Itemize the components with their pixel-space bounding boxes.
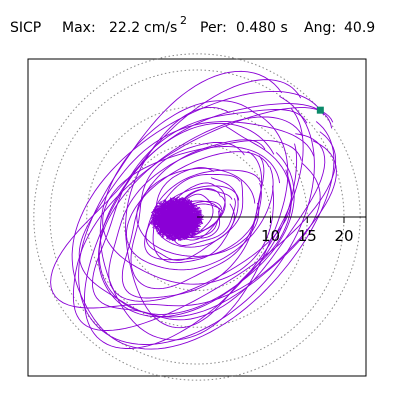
orbit-loop-13 [98, 116, 304, 318]
period-value: 0.480 s [236, 20, 288, 36]
orbit-loop-8 [145, 173, 244, 261]
radial-axis: 10 15 20 [197, 216, 366, 245]
max-point-marker [316, 106, 324, 114]
orbit-loop-23 [152, 167, 239, 264]
channel-label: SICP [10, 20, 41, 36]
max-units-exponent: 2 [180, 14, 187, 27]
radial-tick-label-0: 10 [261, 227, 280, 245]
orbit-loop-10 [126, 151, 274, 271]
orbit-loop-12 [108, 139, 302, 302]
orbit-loop-16 [71, 90, 335, 350]
orbit-core-cluster [149, 196, 205, 242]
orbit-loop-9 [144, 169, 262, 261]
orbit-loop-26 [98, 122, 295, 315]
orbit-loop-22 [136, 167, 260, 257]
radial-tick-label-1: 15 [298, 227, 317, 245]
max-marker-group [316, 106, 324, 114]
chart-header: SICP Max: 22.2 cm/s 2 Per: 0.480 s Ang: … [10, 14, 375, 36]
orbit-trace [50, 70, 337, 350]
orbit-loop-20 [102, 146, 281, 285]
max-value: 22.2 [109, 20, 140, 36]
max-label: Max: [62, 20, 96, 36]
orbit-loop-18 [99, 100, 289, 341]
orbit-loop-21 [130, 141, 263, 290]
orbit-loop-17 [78, 70, 315, 345]
angle-value: 40.9 [344, 20, 375, 36]
orbit-loop-15 [50, 103, 337, 309]
radial-tick-label-2: 20 [334, 227, 353, 245]
angle-label: Ang: [304, 20, 336, 36]
orbit-loop-14 [92, 109, 326, 321]
orbit-loop-25 [78, 121, 321, 318]
period-label: Per: [200, 20, 227, 36]
max-units: cm/s [144, 20, 177, 36]
orbit-loop-27 [84, 79, 304, 349]
